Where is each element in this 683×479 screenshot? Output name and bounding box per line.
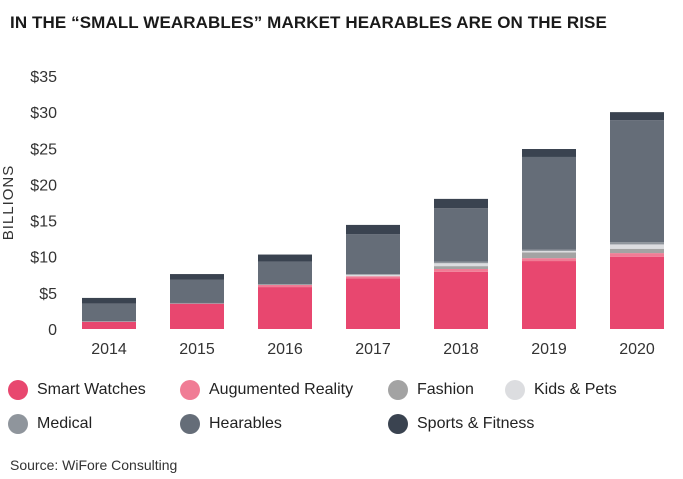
x-tick-label: 2018 (443, 341, 479, 358)
bar-segment-hearables-2015 (170, 279, 224, 303)
bar-segment-smart-watches-2015 (170, 303, 224, 329)
bar-segment-medical-2015 (170, 302, 224, 304)
bar-segment-fashion-2019 (522, 252, 576, 259)
bar-stack-2016 (258, 254, 312, 329)
bar-segment-sports-fitness-2015 (170, 274, 224, 280)
bar-segment-smart-watches-2014 (82, 321, 136, 329)
bar-segment-hearables-2014 (82, 303, 136, 322)
legend-label: Sports & Fitness (417, 415, 535, 432)
bar-stack-2017 (346, 224, 400, 329)
x-tick-label: 2019 (531, 341, 567, 358)
legend-swatch (180, 414, 200, 434)
bar-segment-sports-fitness-2017 (346, 224, 400, 235)
legend-label: Medical (37, 415, 93, 432)
x-tick-label: 2020 (619, 341, 655, 358)
bar-segment-augumented-reality-2020 (610, 253, 664, 257)
legend-item: Hearables (180, 412, 282, 436)
bar-segment-sports-fitness-2014 (82, 297, 136, 304)
bar-segment-medical-2019 (522, 249, 576, 251)
legend-item: Medical (8, 412, 92, 436)
y-tick-label: $15 (30, 214, 57, 231)
bar-segment-medical-2018 (434, 261, 488, 264)
bar-segment-hearables-2017 (346, 234, 400, 275)
legend-label: Smart Watches (37, 381, 146, 398)
bar-segment-augumented-reality-2018 (434, 269, 488, 272)
stacked-bar-chart: BILLIONS 0 $5 $10 $15 $20 $25 $30 $35 2014 2015 2… (0, 69, 664, 358)
legend-label: Augumented Reality (209, 381, 354, 398)
legend-label: Hearables (209, 415, 282, 432)
bar-segment-smart-watches-2017 (346, 278, 400, 329)
legend-swatch (8, 414, 28, 434)
y-tick-label: $35 (30, 69, 57, 86)
legend-item: Kids & Pets (505, 378, 617, 402)
bar-segment-fashion-2018 (434, 266, 488, 270)
y-tick-label: 0 (48, 322, 57, 339)
bar-segment-augumented-reality-2017 (346, 276, 400, 279)
y-axis-title: BILLIONS (0, 165, 17, 241)
legend-swatch (8, 380, 28, 400)
legend-label: Kids & Pets (534, 381, 617, 398)
bar-segment-medical-2014 (82, 321, 136, 322)
bar-segment-kids-pets-2017 (346, 274, 400, 277)
bar-segment-augumented-reality-2016 (258, 284, 312, 288)
bar-segment-medical-2016 (258, 284, 312, 285)
bar-segment-smart-watches-2018 (434, 271, 488, 329)
bar-stack-2015 (170, 274, 224, 329)
bar-segment-fashion-2020 (610, 248, 664, 254)
bar-stack-2019 (522, 149, 576, 329)
y-tick-label: $25 (30, 141, 57, 158)
bar-segment-smart-watches-2016 (258, 287, 312, 329)
y-tick-label: $20 (30, 177, 57, 194)
legend-item: Fashion (388, 378, 474, 402)
bar-segment-kids-pets-2019 (522, 250, 576, 253)
source-note: Source: WiFore Consulting (10, 457, 178, 473)
chart-title: IN THE “SMALL WEARABLES” MARKET HEARABLE… (10, 13, 607, 32)
y-tick-label: $5 (39, 286, 57, 303)
bar-segment-sports-fitness-2019 (522, 149, 576, 157)
bar-stack-2014 (82, 297, 136, 329)
bar-segment-hearables-2016 (258, 261, 312, 285)
bar-segment-sports-fitness-2020 (610, 112, 664, 121)
bar-stack-2018 (434, 198, 488, 329)
x-tick-label: 2015 (179, 341, 215, 358)
bar-segment-medical-2017 (346, 274, 400, 275)
bar-segment-sports-fitness-2018 (434, 198, 488, 209)
legend-swatch (388, 380, 408, 400)
y-tick-label: $30 (30, 105, 57, 122)
bar-segment-kids-pets-2020 (610, 244, 664, 249)
bar-segment-hearables-2019 (522, 156, 576, 250)
bar-segment-kids-pets-2018 (434, 263, 488, 267)
legend-item: Smart Watches (8, 378, 146, 402)
legend-swatch (180, 380, 200, 400)
legend-swatch (505, 380, 525, 400)
legend-item: Augumented Reality (180, 378, 353, 402)
bar-segment-smart-watches-2019 (522, 261, 576, 329)
bar-segment-sports-fitness-2016 (258, 254, 312, 262)
legend-item: Sports & Fitness (388, 412, 534, 436)
x-tick-label: 2016 (267, 341, 303, 358)
bar-segment-hearables-2020 (610, 120, 664, 243)
bar-segment-augumented-reality-2019 (522, 258, 576, 262)
x-tick-label: 2014 (91, 341, 127, 358)
legend-label: Fashion (417, 381, 474, 398)
legend-swatch (388, 414, 408, 434)
bar-segment-medical-2020 (610, 242, 664, 245)
chart-legend: Smart Watches Augumented Reality Fashion Ki… (0, 376, 683, 446)
bar-stack-2020 (610, 112, 664, 329)
bar-segment-hearables-2018 (434, 208, 488, 262)
bar-segment-smart-watches-2020 (610, 256, 664, 329)
y-tick-label: $10 (30, 250, 57, 267)
x-tick-label: 2017 (355, 341, 391, 358)
